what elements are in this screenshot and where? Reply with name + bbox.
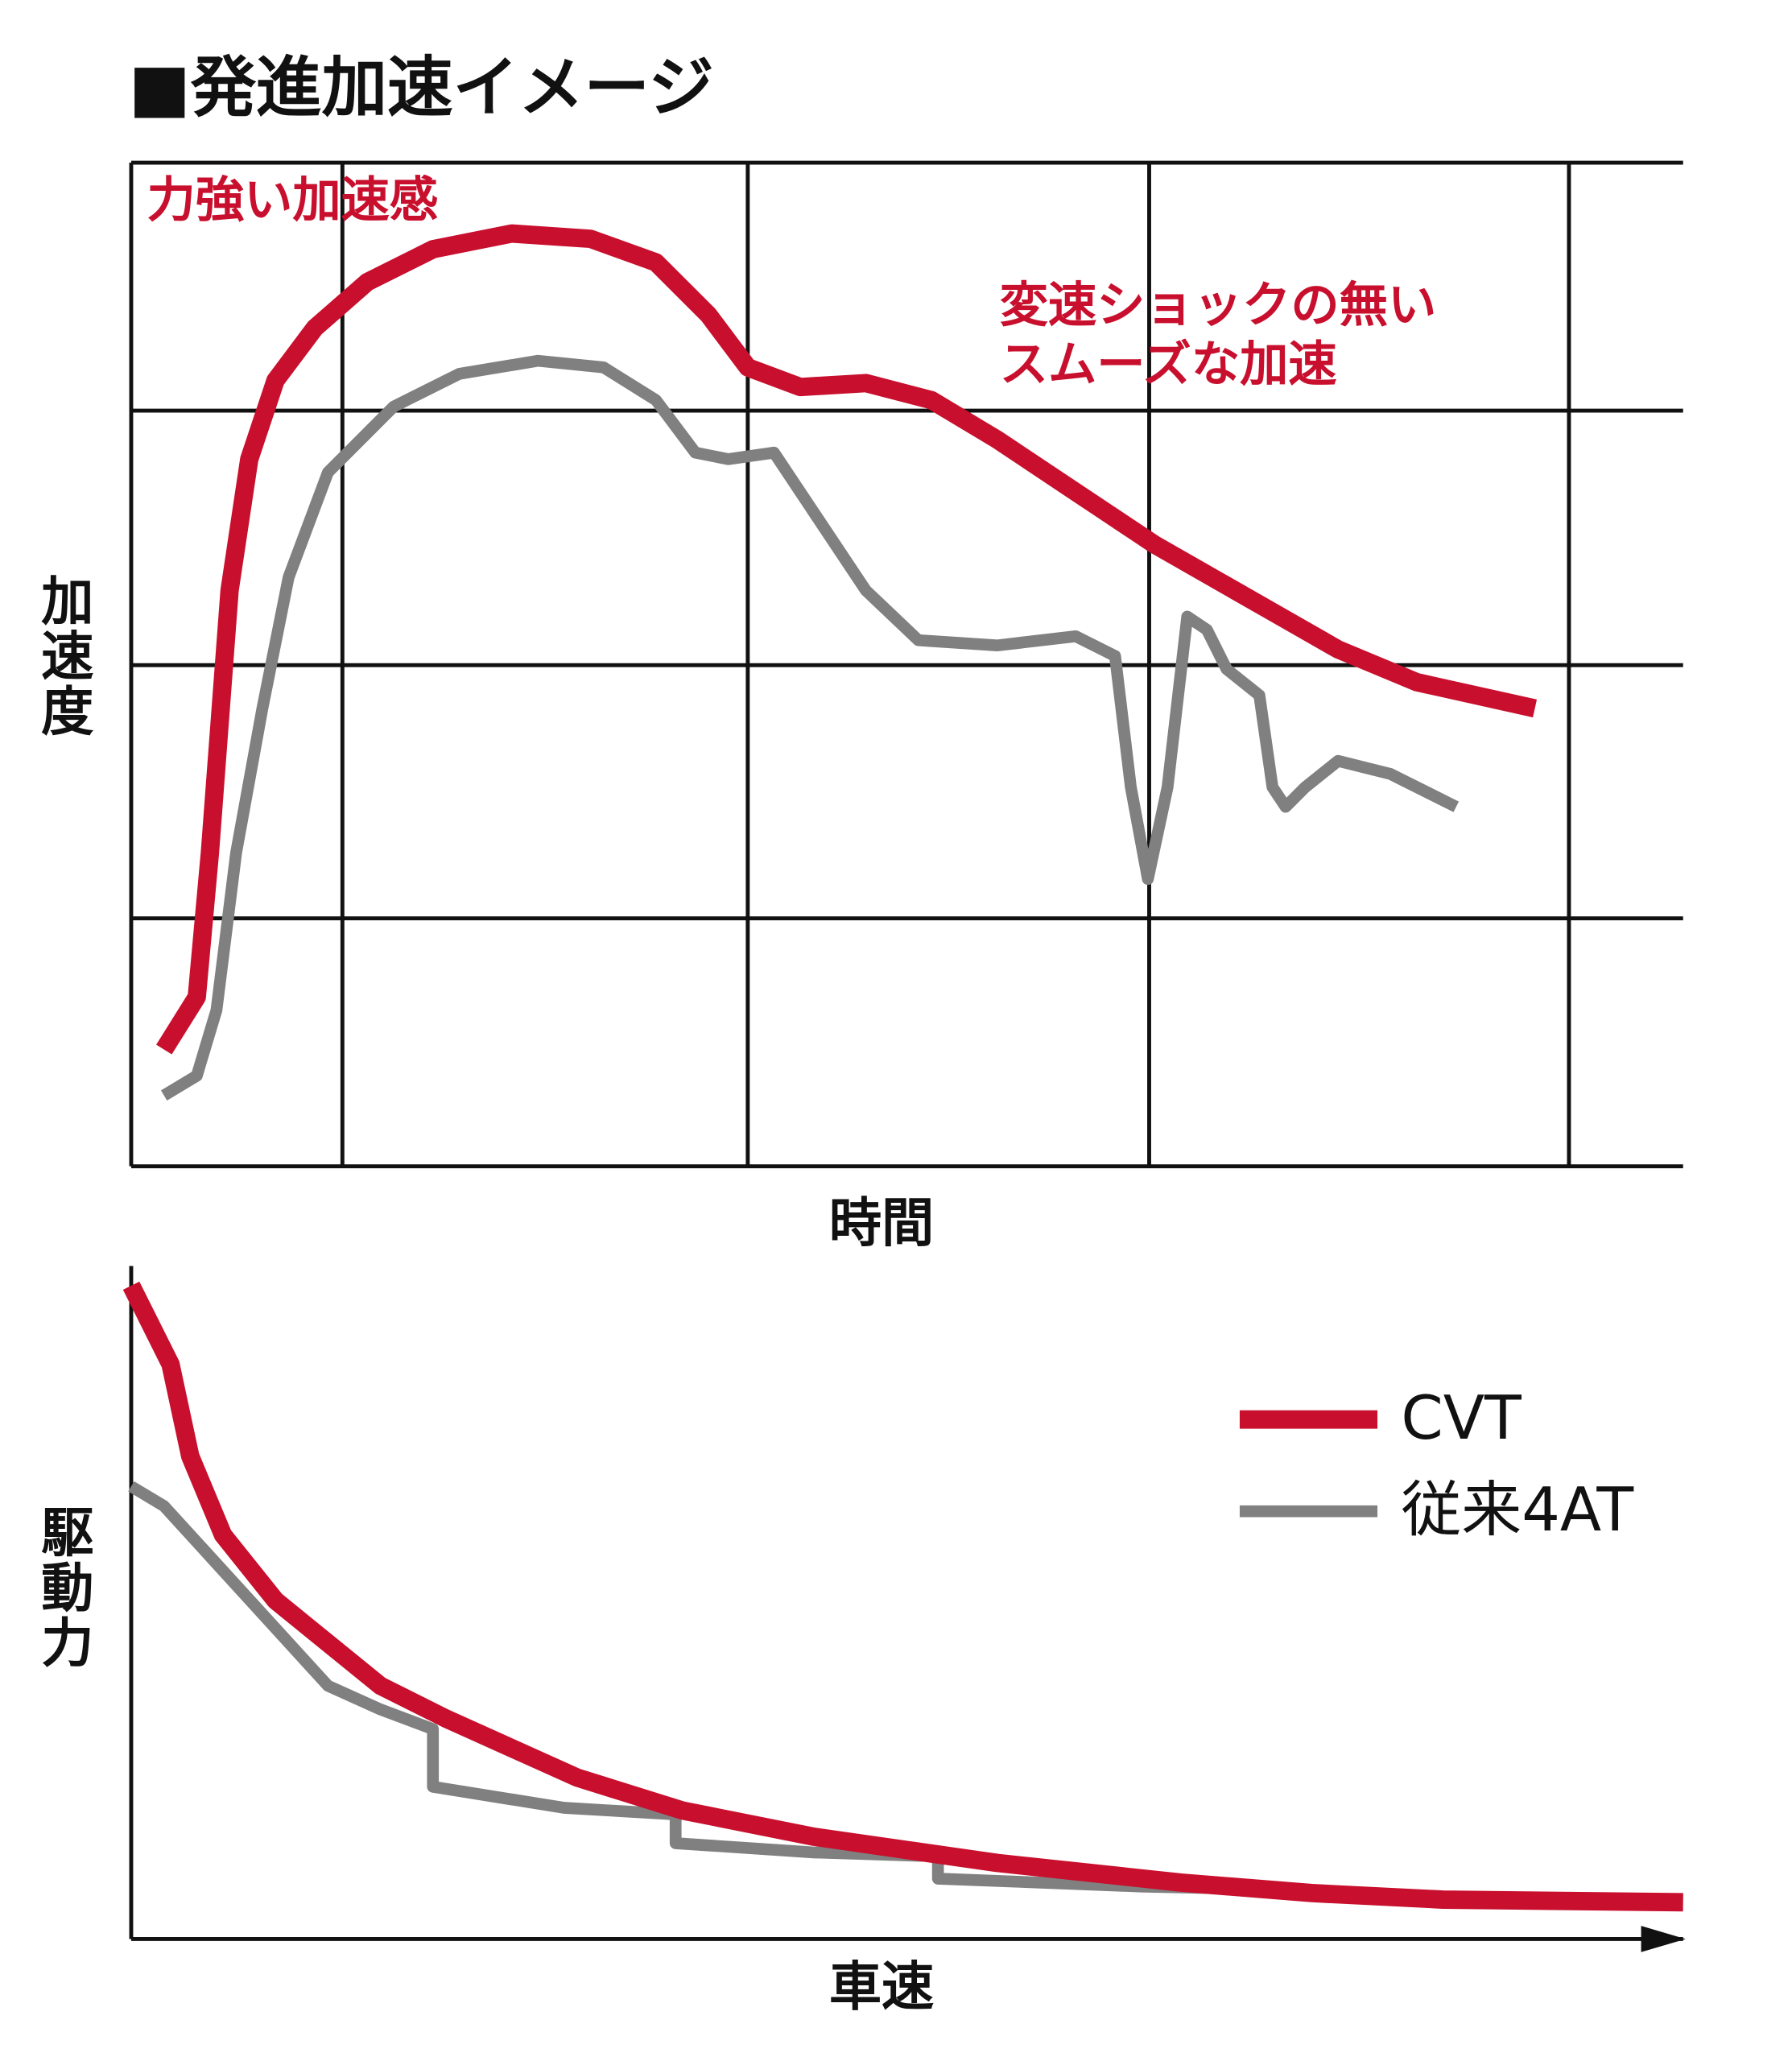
y-axis-label: 加速度 <box>31 573 93 738</box>
x-axis-label: 時間 <box>829 1193 934 1254</box>
y-axis-label: 駆動力 <box>31 1505 93 1670</box>
annotation: スムーズな加速 <box>1000 337 1337 393</box>
axis-arrow <box>1641 1926 1686 1952</box>
series-line <box>122 1281 1683 1912</box>
x-axis-label: 車速 <box>829 1956 934 2018</box>
series-line <box>128 1481 1260 1895</box>
annotation: 変速ショックの無い <box>1000 278 1437 334</box>
annotation: 力強い加速感 <box>147 172 439 229</box>
legend-label: 従来4AT <box>1401 1474 1633 1545</box>
legend-label: CVT <box>1401 1382 1522 1453</box>
page-title: ■発進加速イメージ <box>129 50 714 126</box>
series-line <box>156 224 1538 1055</box>
series-line <box>160 354 1460 1101</box>
